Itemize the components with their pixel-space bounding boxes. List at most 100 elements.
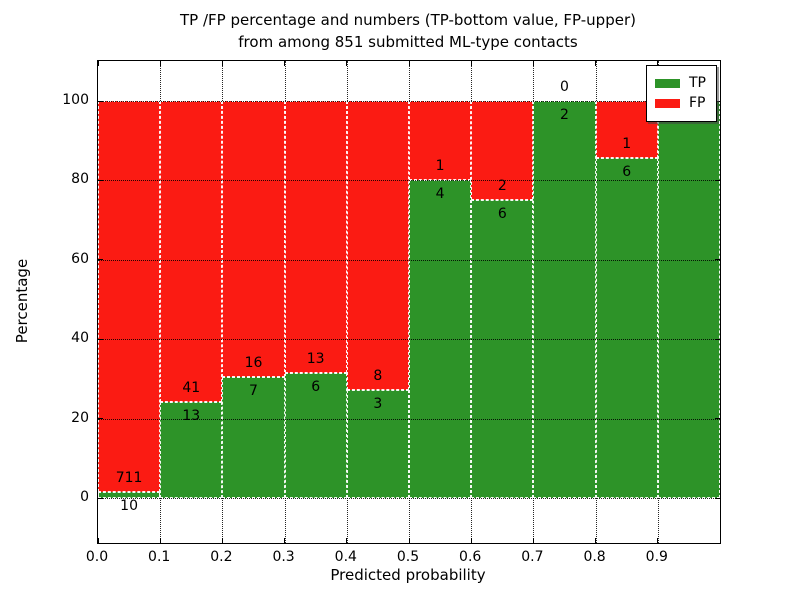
bar-segment-fp [160,101,223,403]
x-tick-mark [408,538,410,543]
x-tick-mark-top [97,61,99,66]
tp-legend-label: TP [689,75,706,91]
x-tick-mark [97,538,99,543]
fp-count-label: 1 [435,158,445,175]
y-tick-mark-right [715,259,720,261]
x-tick-label: 0.6 [459,549,482,565]
legend-item-tp: TP [655,75,706,92]
y-tick-label: 40 [71,330,89,347]
x-axis-label: Predicted probability [330,566,486,584]
bar-segment-fp [409,101,472,181]
bar-segment-fp [284,101,347,373]
x-tick-mark-top [159,61,161,66]
bar-segment-tp [595,157,658,498]
bar-segment-fp [346,101,409,390]
x-tick-mark-top [719,61,721,66]
y-tick-mark [98,100,103,102]
x-tick-label: 0.2 [210,549,233,565]
x-tick-label: 0.7 [521,549,544,565]
fp-count-label: 0 [560,79,569,95]
y-tick-label: 100 [62,92,89,108]
chart-title-line1: TP /FP percentage and numbers (TP-bottom… [180,11,636,29]
y-tick-mark [98,418,103,420]
y-tick-mark-right [715,497,720,499]
legend: TP FP [646,65,717,122]
y-axis-label: Percentage [13,258,31,344]
bar-segment-fp [471,101,534,201]
bar-segment-tp [346,389,409,498]
x-tick-mark-top [657,61,659,66]
fp-count-label: 41 [182,380,201,397]
x-tick-mark [595,538,597,543]
x-tick-label: 0.4 [334,549,357,565]
x-tick-mark-top [284,61,286,66]
x-tick-mark [221,538,223,543]
y-tick-mark [98,497,103,499]
tp-count-label: 6 [311,378,321,395]
fp-count-label: 13 [306,350,325,367]
y-tick-mark-right [715,418,720,420]
bar-segment-tp [222,377,285,498]
x-tick-label: 0.0 [85,549,109,565]
gridline-horizontal [98,180,720,182]
y-tick-mark-right [715,179,720,181]
chart-title: TP /FP percentage and numbers (TP-bottom… [97,9,719,53]
fp-count-label: 2 [497,178,507,195]
fp-count-label: 8 [373,367,383,384]
tp-count-label: 10 [120,498,138,515]
x-tick-mark [159,538,161,543]
bar-segment-tp [533,101,596,498]
tp-count-label: 6 [497,206,507,223]
x-tick-label: 0.3 [272,549,295,565]
fp-legend-swatch [655,99,680,108]
tp-count-label: 2 [560,107,569,123]
fp-legend-label: FP [689,95,706,111]
x-tick-mark-top [470,61,472,66]
bar-segment-tp [657,101,720,498]
chart-title-line2: from among 851 submitted ML-type contact… [238,33,578,51]
y-tick-mark [98,259,103,261]
x-tick-mark-top [595,61,597,66]
y-tick-mark-right [715,338,720,340]
y-tick-mark-right [715,100,720,102]
tp-count-label: 13 [182,408,201,425]
gridline-horizontal [98,101,720,102]
x-tick-mark-top [408,61,410,66]
x-tick-mark-top [221,61,223,66]
x-tick-label: 0.8 [583,549,606,565]
gridline-horizontal [98,259,720,261]
x-tick-mark [284,538,286,543]
x-tick-label: 0.9 [645,549,668,565]
bar-segment-tp [284,372,347,498]
x-tick-mark [470,538,472,543]
gridline-horizontal [98,498,720,499]
fp-count-label: 1 [622,135,632,152]
fp-count-label: 16 [244,355,263,372]
y-tick-label: 80 [71,171,89,188]
bar-segment-tp [471,200,534,498]
bar-segment-fp [98,101,161,493]
x-tick-mark [657,538,659,543]
tp-count-label: 6 [622,163,632,180]
y-tick-label: 60 [71,250,89,267]
tp-count-label: 7 [249,383,258,400]
x-tick-mark [532,538,534,543]
legend-item-fp: FP [655,95,706,112]
tp-count-label: 4 [435,186,445,203]
x-tick-mark [346,538,348,543]
bar-segment-fp [222,101,285,378]
x-tick-mark [719,538,721,543]
x-tick-mark-top [532,61,534,66]
gridline-horizontal [98,339,720,341]
gridline-horizontal [98,418,720,420]
tp-legend-swatch [655,79,680,88]
y-tick-label: 0 [80,489,89,505]
y-tick-mark [98,338,103,340]
x-tick-label: 0.5 [396,549,420,565]
fp-count-label: 711 [115,470,143,487]
x-tick-mark-top [346,61,348,66]
y-tick-label: 20 [71,409,89,426]
bar-segment-tp [98,492,161,498]
x-tick-label: 0.1 [148,549,171,565]
